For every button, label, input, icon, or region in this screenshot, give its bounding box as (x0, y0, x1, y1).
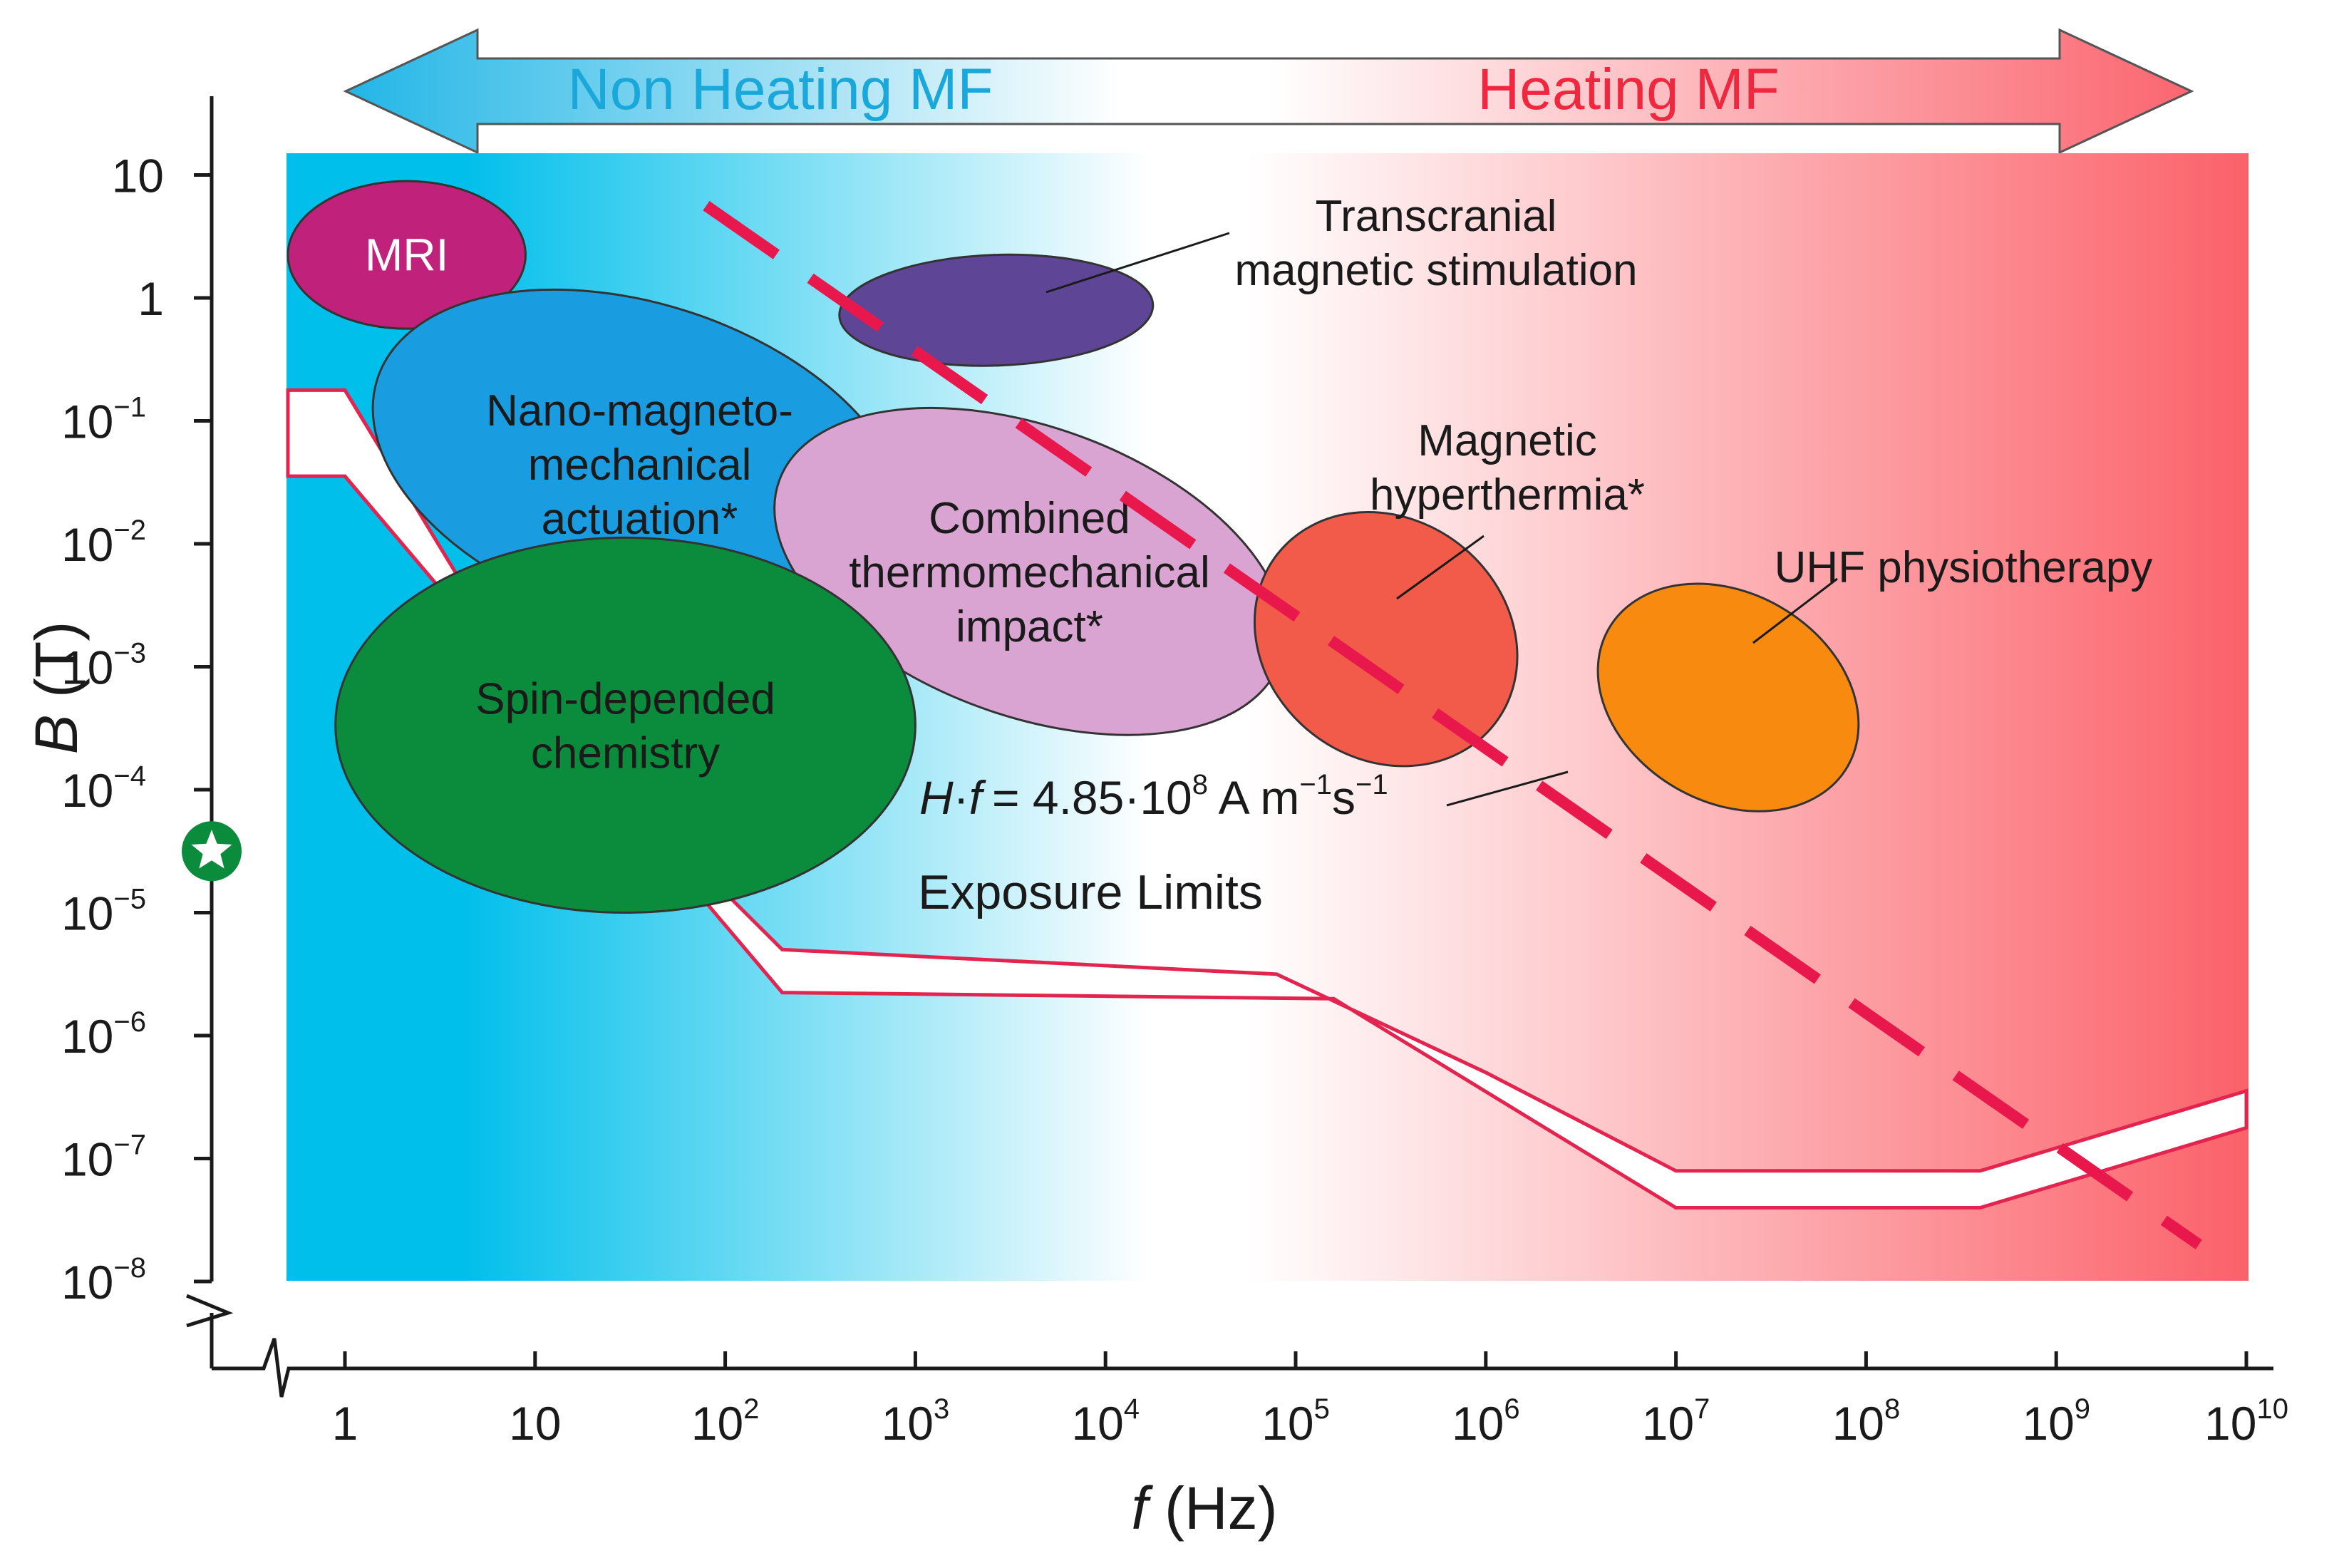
x-ticks: 1 10 102 103 104 105 106 107 108 109 1010 (332, 1351, 2288, 1450)
x-axis-label: f (Hz) (1131, 1475, 1277, 1542)
threshold-label: H·f = 4.85·108 A m−1s−1 (919, 769, 1388, 824)
x-tick-label: 1010 (2204, 1393, 2288, 1450)
x-tick-label: 103 (882, 1393, 950, 1450)
y-tick-label: 10−5 (61, 884, 146, 940)
y-tick-label: 10−4 (61, 760, 146, 817)
y-tick-label: 10−1 (61, 392, 146, 448)
region-ellipse (286, 180, 527, 330)
x-tick-label: 105 (1261, 1393, 1330, 1450)
tms-leader (1045, 232, 1230, 294)
threshold-line (703, 201, 2202, 1249)
region-label: Transcranial (1316, 192, 1557, 241)
region-label: actuation* (542, 495, 738, 544)
uhf-leader (1752, 577, 1838, 644)
region-label: hyperthermia* (1370, 470, 1645, 520)
y-ticks: 10 1 10−1 10−2 10−3 10−4 10−5 10−6 10−7 10−8 (61, 150, 212, 1309)
y-tick-label: 10−7 (61, 1130, 146, 1186)
region-ellipse (1596, 582, 1860, 813)
region-ellipse (334, 536, 917, 914)
y-axis-label: B (T) (23, 621, 90, 755)
star-marker-icon (182, 821, 242, 882)
y-tick-label: 10−3 (61, 638, 146, 694)
region-ellipse (1253, 511, 1519, 768)
y-tick-label: 10 (112, 150, 164, 202)
region-label: chemistry (531, 728, 720, 778)
region-label: magnetic stimulation (1234, 246, 1637, 295)
y-tick-label: 1 (138, 272, 164, 325)
region-label: thermomechanical (849, 548, 1210, 597)
non-heating-label: Non Heating MF (567, 57, 993, 122)
threshold-leader (1446, 770, 1569, 807)
x-tick-label: 102 (691, 1393, 760, 1450)
x-tick-label: 1 (332, 1397, 358, 1450)
y-axis-break (186, 1294, 234, 1328)
x-axis-line (212, 1338, 2273, 1398)
region-label: impact* (956, 602, 1103, 651)
x-tick-label: 10 (509, 1397, 561, 1450)
hyperthermia-leader (1396, 535, 1485, 600)
region-label: Spin-depended (475, 674, 775, 723)
x-tick-label: 106 (1452, 1393, 1520, 1450)
x-tick-label: 104 (1071, 1393, 1140, 1450)
x-tick-label: 108 (1832, 1393, 1901, 1450)
exposure-limits-label: Exposure Limits (918, 865, 1263, 919)
heating-label: Heating MF (1477, 57, 1780, 122)
x-tick-label: 109 (2022, 1393, 2090, 1450)
callout-lines (1045, 232, 1838, 807)
y-tick-label: 10−2 (61, 515, 146, 571)
region-label: Magnetic (1418, 416, 1597, 465)
x-tick-label: 107 (1642, 1393, 1710, 1450)
region-label: UHF physiotherapy (1775, 543, 2153, 592)
axes (186, 96, 2273, 1398)
heating-regime-arrow (343, 28, 2194, 155)
region-label: mechanical (528, 440, 752, 490)
region-label: MRI (365, 229, 448, 281)
y-tick-label: 10−8 (61, 1252, 146, 1309)
region-label: Combined (929, 494, 1130, 543)
y-tick-label: 10−6 (61, 1006, 146, 1063)
region-label: Nano-magneto- (486, 386, 793, 435)
regions: MRI Transcranial magnetic stimulation Nano-… (286, 180, 2153, 914)
